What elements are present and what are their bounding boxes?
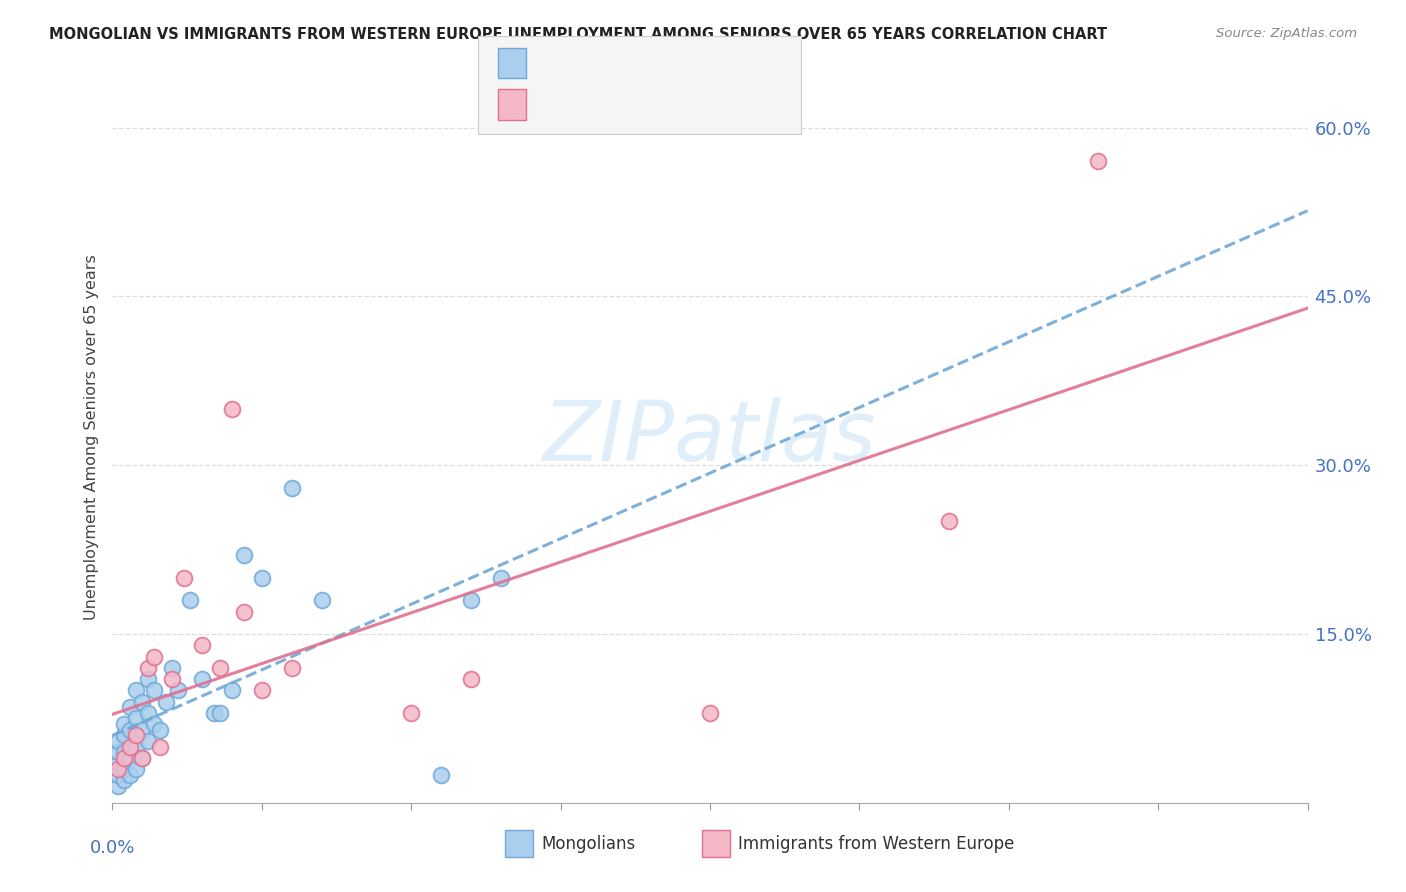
Y-axis label: Unemployment Among Seniors over 65 years: Unemployment Among Seniors over 65 years — [83, 254, 98, 620]
Point — [114, 745, 135, 759]
Point — [138, 706, 160, 720]
Point — [120, 723, 142, 737]
Point — [191, 638, 214, 652]
Point — [173, 571, 195, 585]
Point — [125, 762, 148, 776]
Point — [131, 694, 153, 708]
Text: MONGOLIAN VS IMMIGRANTS FROM WESTERN EUROPE UNEMPLOYMENT AMONG SENIORS OVER 65 Y: MONGOLIAN VS IMMIGRANTS FROM WESTERN EUR… — [49, 27, 1108, 42]
Point — [1087, 154, 1109, 169]
Point — [460, 672, 482, 686]
Point — [281, 481, 304, 495]
Text: Mongolians: Mongolians — [541, 835, 636, 853]
Point — [125, 739, 148, 754]
Text: N = 42: N = 42 — [675, 53, 744, 72]
Point — [167, 683, 190, 698]
Point — [149, 739, 172, 754]
Point — [162, 672, 183, 686]
Point — [221, 401, 243, 416]
Point — [233, 605, 256, 619]
Point — [233, 548, 256, 562]
Point — [114, 717, 135, 731]
Point — [699, 706, 721, 720]
Point — [209, 661, 232, 675]
Point — [143, 683, 166, 698]
Point — [120, 767, 142, 781]
Point — [114, 728, 135, 742]
Point — [938, 515, 960, 529]
Point — [107, 767, 129, 781]
Point — [107, 734, 129, 748]
Point — [250, 683, 273, 698]
Text: Source: ZipAtlas.com: Source: ZipAtlas.com — [1216, 27, 1357, 40]
Point — [221, 683, 243, 698]
Point — [460, 593, 482, 607]
Point — [143, 717, 166, 731]
Point — [131, 751, 153, 765]
Point — [202, 706, 225, 720]
Point — [114, 773, 135, 788]
Point — [125, 683, 148, 698]
Point — [125, 728, 148, 742]
Point — [107, 745, 129, 759]
Point — [107, 756, 129, 771]
Point — [138, 672, 160, 686]
Point — [131, 751, 153, 765]
Point — [149, 723, 172, 737]
Point — [191, 672, 214, 686]
Point — [489, 571, 512, 585]
Point — [430, 767, 453, 781]
Text: N = 21: N = 21 — [675, 95, 744, 114]
Text: R = 0.532: R = 0.532 — [538, 95, 637, 114]
Point — [281, 661, 304, 675]
Point — [209, 706, 232, 720]
Point — [120, 739, 142, 754]
Point — [311, 593, 333, 607]
Point — [162, 661, 183, 675]
Point — [107, 762, 129, 776]
Point — [401, 706, 423, 720]
Point — [120, 700, 142, 714]
Text: R = 0.529: R = 0.529 — [538, 53, 637, 72]
Point — [125, 711, 148, 725]
Point — [138, 661, 160, 675]
Point — [138, 734, 160, 748]
Point — [155, 694, 177, 708]
Point — [114, 762, 135, 776]
Text: Immigrants from Western Europe: Immigrants from Western Europe — [738, 835, 1015, 853]
Point — [250, 571, 273, 585]
Point — [107, 779, 129, 793]
Text: ZIPatlas: ZIPatlas — [543, 397, 877, 477]
Point — [131, 723, 153, 737]
Point — [114, 751, 135, 765]
Point — [143, 649, 166, 664]
Point — [179, 593, 201, 607]
Point — [120, 751, 142, 765]
Text: 0.0%: 0.0% — [90, 839, 135, 857]
